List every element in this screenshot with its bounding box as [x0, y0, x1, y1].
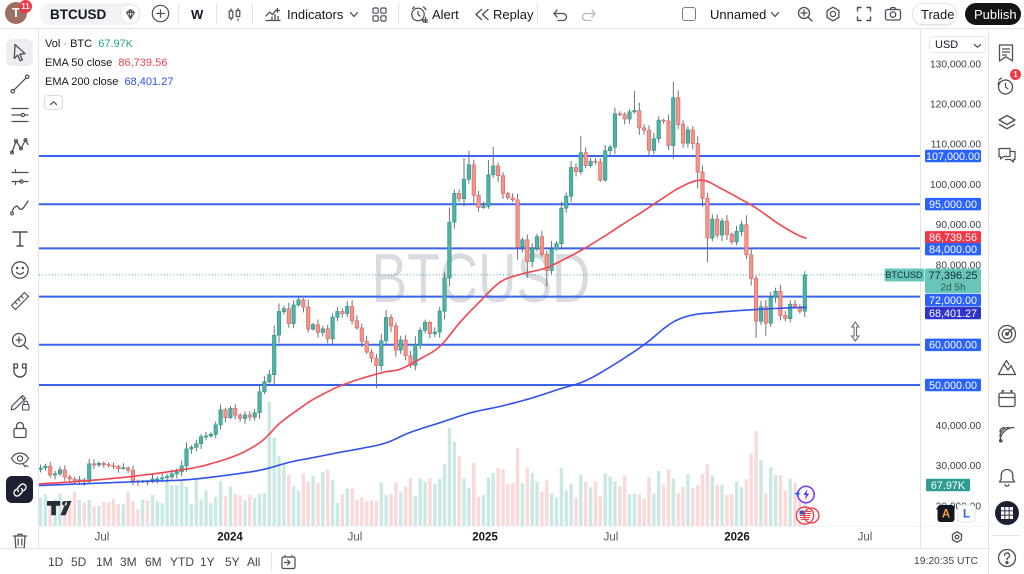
svg-text:72,000.00: 72,000.00 — [929, 295, 977, 307]
svg-text:50,000.00: 50,000.00 — [929, 380, 977, 392]
svg-text:68,401.27: 68,401.27 — [929, 308, 977, 320]
svg-text:95,000.00: 95,000.00 — [929, 199, 977, 211]
svg-text:84,000.00: 84,000.00 — [929, 244, 977, 256]
svg-text:L: L — [963, 509, 970, 521]
svg-text:130,000.00: 130,000.00 — [930, 59, 981, 70]
svg-text:80,000.00: 80,000.00 — [936, 260, 982, 271]
svg-text:BTCUSD: BTCUSD — [885, 270, 923, 280]
svg-text:100,000.00: 100,000.00 — [930, 180, 981, 191]
svg-text:Jul: Jul — [95, 532, 110, 544]
svg-text:120,000.00: 120,000.00 — [930, 100, 981, 111]
svg-text:77,396.25: 77,396.25 — [929, 270, 978, 282]
svg-text:86,739.56: 86,739.56 — [929, 232, 977, 244]
svg-text:60,000.00: 60,000.00 — [929, 340, 977, 352]
svg-text:67.97K: 67.97K — [931, 480, 966, 492]
svg-text:Jul: Jul — [348, 532, 363, 544]
svg-text:A: A — [942, 509, 950, 521]
svg-text:2026: 2026 — [724, 532, 750, 544]
svg-text:2025: 2025 — [472, 532, 498, 544]
svg-text:Jul: Jul — [858, 532, 873, 544]
svg-text:30,000.00: 30,000.00 — [936, 461, 982, 472]
svg-text:Jul: Jul — [604, 532, 619, 544]
svg-text:110,000.00: 110,000.00 — [931, 140, 982, 151]
svg-text:2024: 2024 — [217, 532, 243, 544]
svg-text:BTCUSD: BTCUSD — [372, 240, 591, 318]
svg-text:2d 5h: 2d 5h — [940, 283, 965, 294]
svg-text:40,000.00: 40,000.00 — [936, 421, 982, 432]
svg-text:90,000.00: 90,000.00 — [936, 220, 982, 231]
svg-text:107,000.00: 107,000.00 — [926, 151, 980, 163]
